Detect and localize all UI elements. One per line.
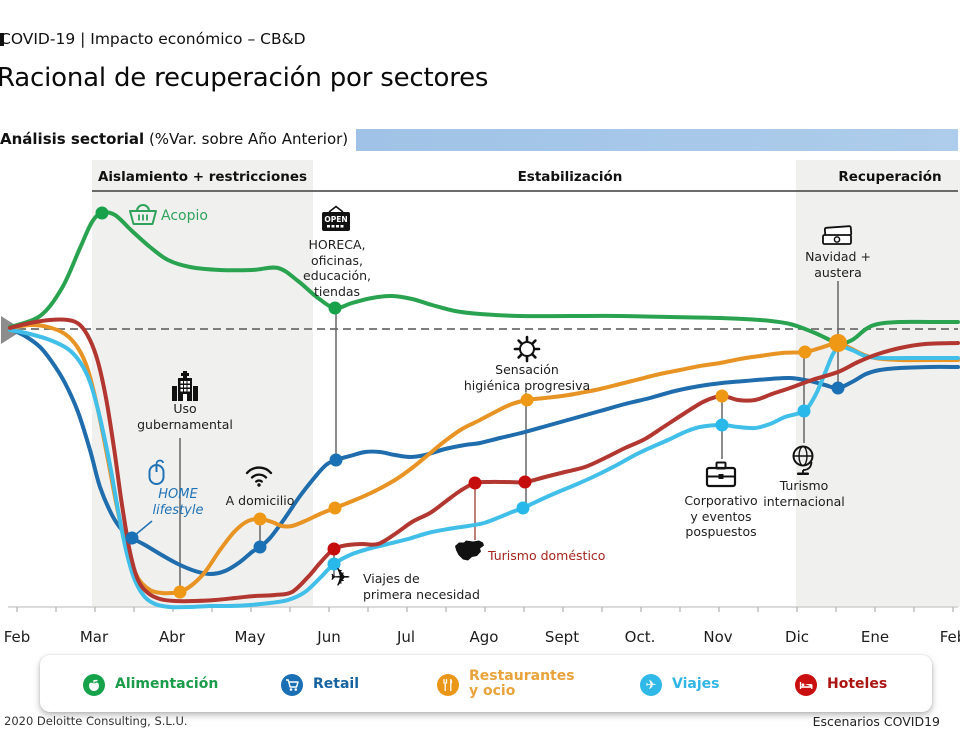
legend-label: Retail [313,676,360,692]
data-point [327,557,341,571]
government-building-icon [170,371,200,405]
data-point [520,393,534,407]
data-point [468,476,482,490]
data-point [798,345,812,359]
annotation-horeca: HORECA, oficinas, educación, tiendas [303,237,371,299]
data-point [829,334,847,352]
month-label: Oct. [624,628,656,646]
month-label: Ene [860,628,890,646]
month-label: Mar [79,628,109,646]
annotation-home-lifestyle: HOME lifestyle [152,487,204,519]
month-label: May [234,628,266,646]
annotation-viajes-primera-necesidad: Viajes de primera necesidad [363,571,480,602]
legend-label: Restaurantes y ocio [469,668,575,700]
deck-name: Escenarios COVID19 [812,714,940,729]
phase-label-aislamiento: Aislamiento + restricciones [97,169,308,185]
month-label: Jul [396,628,416,646]
data-point [518,475,532,489]
breadcrumb: COVID-19 | Impacto económico – CB&D [0,30,306,48]
fork-knife-icon [437,674,459,696]
month-label: Feb [3,628,31,646]
month-label: Abr [159,628,185,646]
annotation-a-domicilio: A domicilio [225,493,295,508]
phase-label-estabilizacion: Estabilización [517,169,623,185]
month-label: Ago [469,628,499,646]
globe-icon [786,443,820,481]
cash-icon [818,224,856,252]
legend-label: Alimentación [115,676,219,692]
data-point [516,501,530,515]
annotation-sensacion-higienica: Sensación higiénica progresiva [463,362,591,393]
legend-label: Viajes [672,676,720,692]
series-viajes [8,328,960,610]
airplane-icon: ✈ [640,674,662,696]
slide-edge-mark [0,33,4,46]
wifi-icon [243,462,275,492]
data-point [327,542,341,556]
svg-text:OPEN: OPEN [324,215,347,224]
x-axis-labels: Feb Mar Abr May Jun Jul Ago Sept Oct. Nov Dic Ene Fe… [0,628,960,650]
data-point [328,301,342,315]
annotation-corporativo-eventos: Corporativo y eventos pospuestos [684,493,758,539]
chart-subtitle: Análisis sectorial (%Var. sobre Año Ante… [0,130,348,148]
legend: Alimentación Retail Restaurantes y ocio … [40,655,932,712]
month-label: Dic [785,628,809,646]
bed-icon [795,674,817,696]
data-point [715,418,729,432]
subtitle-highlight-bar [356,129,958,151]
page-title: Racional de recuperación por sectores [0,63,489,93]
basket-icon [127,202,159,232]
month-label: Sept [544,628,580,646]
data-point [328,501,342,515]
series-hoteles [8,317,960,604]
subtitle-bold: Análisis sectorial [0,130,145,148]
subtitle-rest: (%Var. sobre Año Anterior) [144,130,349,148]
copyright: 2020 Deloitte Consulting, S.L.U. [4,714,188,728]
data-point [253,512,267,526]
month-label: Nov [703,628,733,646]
annotation-navidad: Navidad + austera [805,249,871,280]
computer-mouse-icon [146,458,169,490]
data-point [125,531,139,545]
annotation-uso-gubernamental: Uso gubernamental [137,401,233,432]
annotation-acopio: Acopio [161,208,208,224]
legend-label: Hoteles [827,676,888,692]
month-label: Jun [317,628,341,646]
briefcase-icon [704,460,738,494]
open-sign-icon: OPEN [318,205,354,239]
data-point [831,381,845,395]
annotation-turismo-domestico: Turismo doméstico [488,548,606,563]
annotation-turismo-internacional: Turismo internacional [763,478,845,509]
virus-icon [512,334,542,368]
phase-label-recuperacion: Recuperación [838,169,942,185]
data-point [329,453,343,467]
airplane-icon: ✈ [330,563,351,592]
shopping-cart-icon [281,674,303,696]
data-point [715,389,729,403]
data-point [253,540,267,554]
data-point [797,404,811,418]
spain-map-icon [454,536,486,568]
data-point [173,585,187,599]
apple-icon [83,674,105,696]
data-point [95,206,109,220]
month-label: Feb [939,628,960,646]
